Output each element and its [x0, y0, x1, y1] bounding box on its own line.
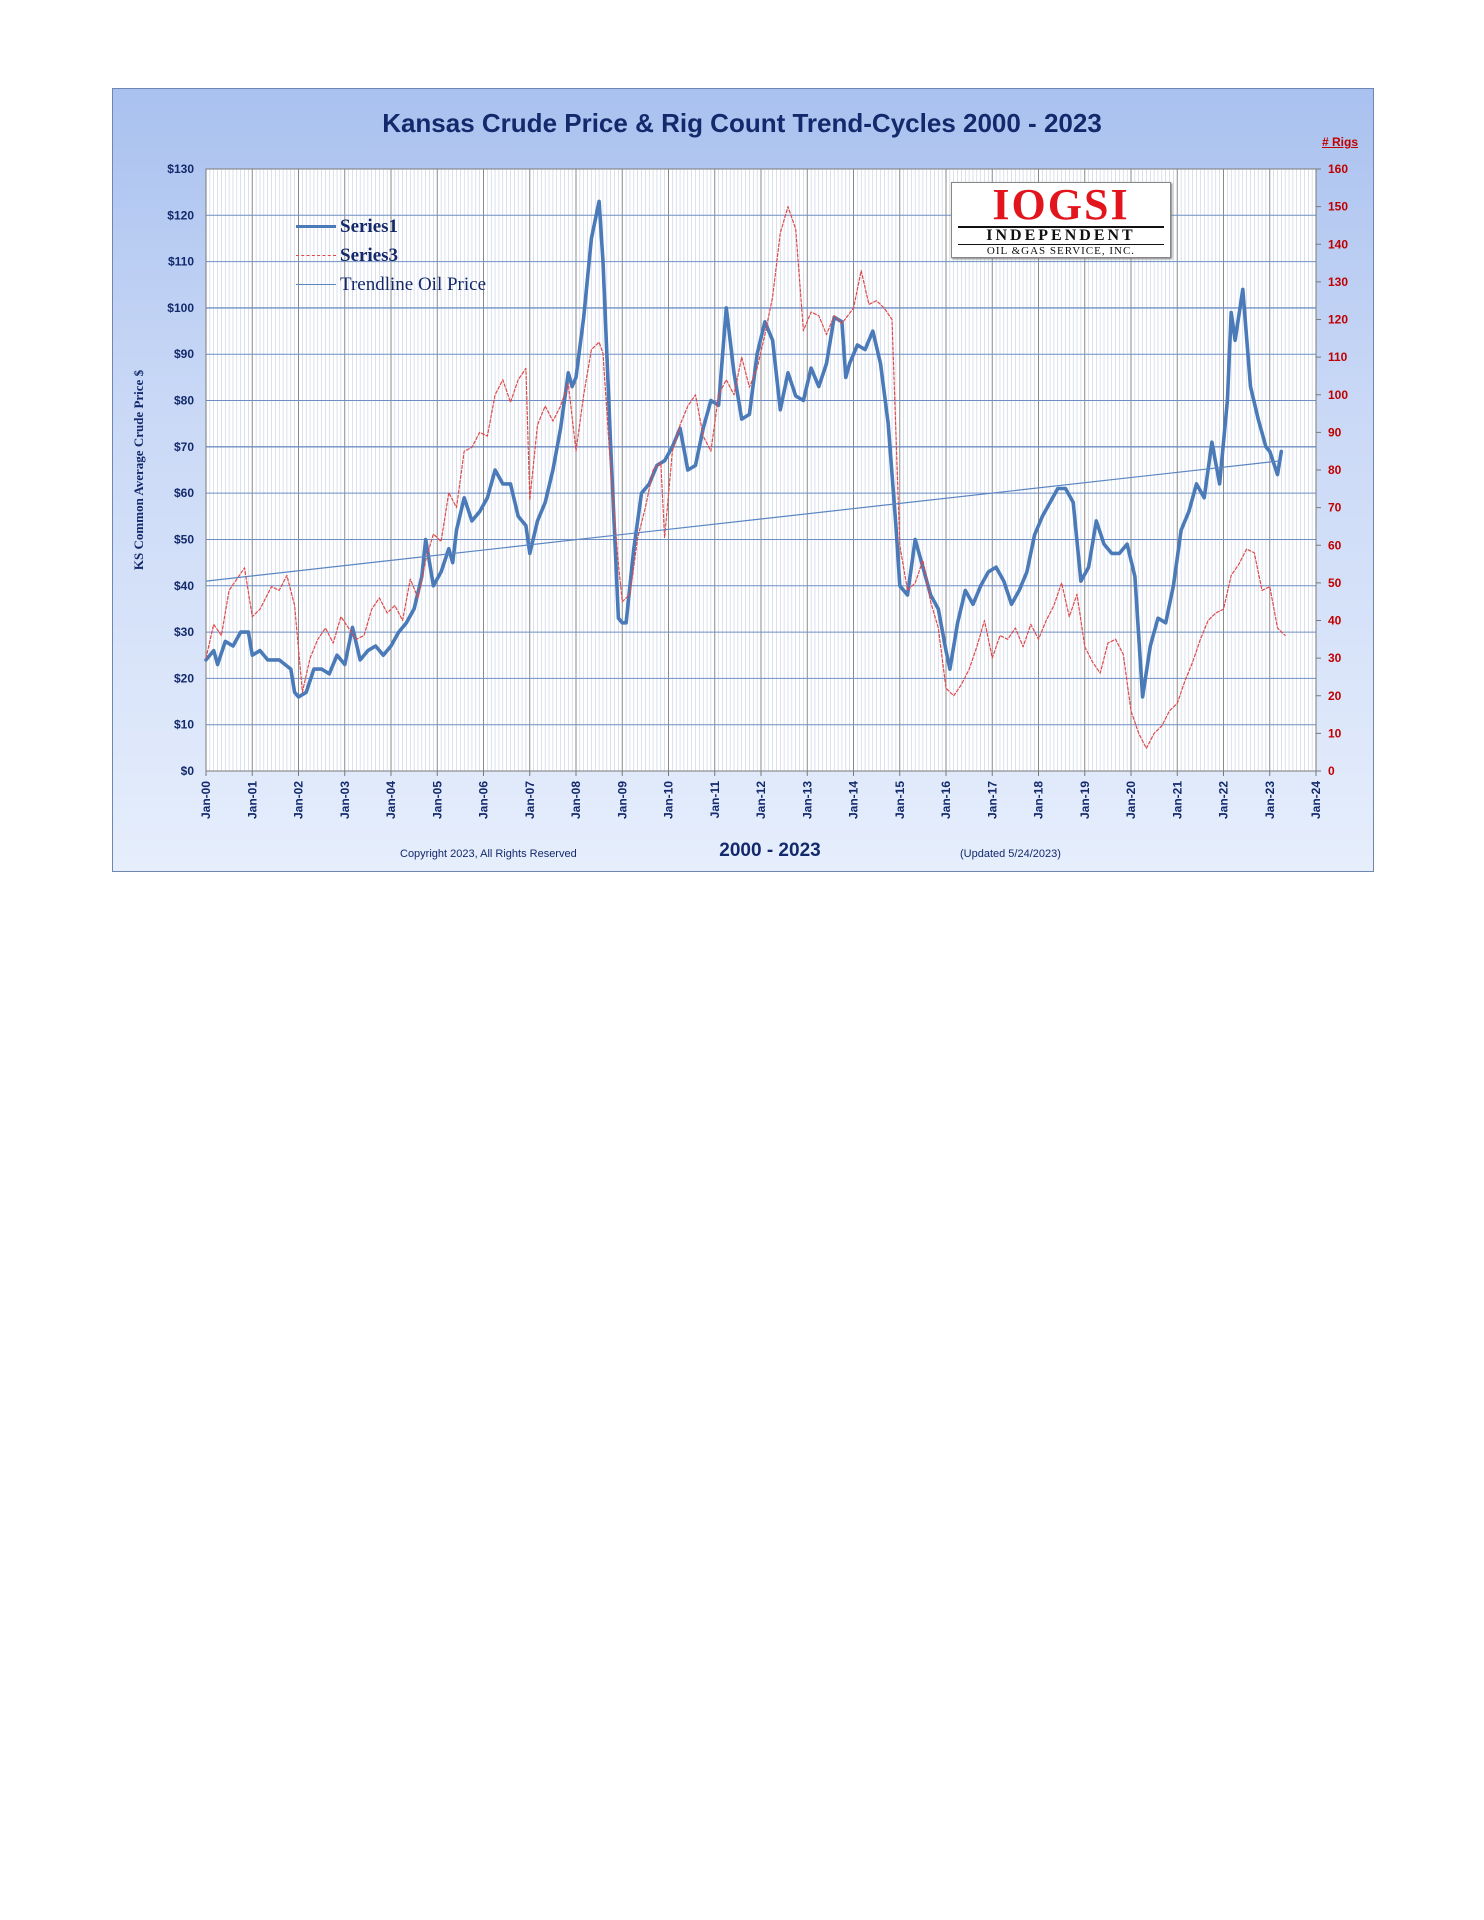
x-tick-label: Jan-09 [615, 781, 629, 819]
left-tick-label: $40 [174, 579, 194, 593]
right-tick-label: 100 [1328, 388, 1348, 402]
right-tick-label: 40 [1328, 614, 1342, 628]
left-tick-label: $0 [181, 764, 195, 778]
x-tick-label: Jan-07 [523, 781, 537, 819]
x-tick-label: Jan-24 [1309, 781, 1323, 819]
right-tick-label: 20 [1328, 689, 1342, 703]
logo-main-text: IOGSI [992, 180, 1130, 229]
rig-count-series-line [205, 206, 1286, 750]
legend-item-series3: Series3 [296, 241, 486, 270]
right-tick-label: 0 [1328, 764, 1335, 778]
legend: Series1 Series3 Trendline Oil Price [296, 212, 486, 299]
x-tick-label: Jan-06 [477, 781, 491, 819]
x-tick-label: Jan-17 [985, 781, 999, 819]
left-tick-label: $100 [167, 301, 194, 315]
copyright-text: Copyright 2023, All Rights Reserved [400, 848, 577, 860]
x-tick-label: Jan-10 [662, 781, 676, 819]
x-tick-label: Jan-02 [292, 781, 306, 819]
right-tick-label: 30 [1328, 651, 1342, 665]
x-tick-label: Jan-04 [384, 781, 398, 819]
legend-label-trendline: Trendline Oil Price [340, 273, 487, 295]
left-tick-label: $30 [174, 625, 194, 639]
right-tick-label: 160 [1328, 162, 1348, 176]
right-tick-label: 110 [1328, 350, 1348, 364]
x-tick-label: Jan-13 [800, 781, 814, 819]
iogsi-logo: IOGSI INDEPENDENT OIL &GAS SERVICE, INC. [951, 182, 1171, 258]
logo-line1: INDEPENDENT [986, 227, 1136, 244]
left-tick-label: $130 [167, 162, 194, 176]
right-tick-label: 120 [1328, 313, 1348, 327]
trendline [205, 460, 1282, 582]
x-tick-label: Jan-08 [569, 781, 583, 819]
x-axis-title: 2000 - 2023 [719, 840, 821, 861]
x-tick-label: Jan-19 [1078, 781, 1092, 819]
right-tick-label: 90 [1328, 425, 1342, 439]
x-tick-label: Jan-18 [1032, 781, 1046, 819]
right-axis-title: # Rigs [1322, 135, 1359, 149]
legend-label-series1: Series1 [340, 215, 399, 237]
legend-swatch-trendline [296, 279, 336, 291]
left-tick-label: $50 [174, 532, 194, 546]
left-tick-label: $110 [168, 255, 194, 269]
legend-label-series3: Series3 [340, 244, 399, 266]
x-tick-label: Jan-16 [939, 781, 953, 819]
x-tick-label: Jan-21 [1170, 781, 1184, 819]
left-tick-label: $90 [174, 347, 194, 361]
legend-swatch-series3 [296, 250, 336, 262]
x-tick-label: Jan-01 [245, 781, 259, 819]
chart-title: Kansas Crude Price & Rig Count Trend-Cyc… [382, 108, 1102, 138]
x-tick-label: Jan-00 [199, 781, 213, 819]
x-tick-label: Jan-03 [338, 781, 352, 819]
logo-line2: OIL &GAS SERVICE, INC. [958, 244, 1164, 257]
left-tick-label: $10 [174, 718, 194, 732]
updated-text: (Updated 5/24/2023) [960, 848, 1061, 860]
left-tick-label: $20 [174, 671, 194, 685]
right-tick-label: 50 [1328, 576, 1342, 590]
right-tick-label: 130 [1328, 275, 1348, 289]
right-tick-label: 150 [1328, 200, 1348, 214]
legend-item-trendline: Trendline Oil Price [296, 270, 486, 299]
left-tick-label: $70 [174, 440, 194, 454]
price-series-line [204, 199, 1284, 699]
x-tick-label: Jan-11 [708, 781, 722, 819]
left-tick-label: $80 [174, 394, 194, 408]
x-tick-label: Jan-22 [1217, 781, 1231, 819]
left-tick-label: $120 [167, 208, 194, 222]
x-tick-label: Jan-23 [1263, 781, 1277, 819]
x-tick-label: Jan-15 [893, 781, 907, 819]
right-tick-label: 60 [1328, 538, 1342, 552]
right-tick-label: 70 [1328, 501, 1342, 515]
x-tick-label: Jan-12 [754, 781, 768, 819]
right-tick-label: 140 [1328, 237, 1348, 251]
right-tick-label: 80 [1328, 463, 1342, 477]
legend-item-series1: Series1 [296, 212, 486, 241]
right-tick-label: 10 [1328, 726, 1342, 740]
x-tick-label: Jan-05 [430, 781, 444, 819]
logo-divider [958, 226, 1164, 228]
legend-swatch-series1 [296, 221, 336, 233]
x-tick-label: Jan-20 [1124, 781, 1138, 819]
left-tick-label: $60 [174, 486, 194, 500]
x-tick-label: Jan-14 [847, 781, 861, 819]
